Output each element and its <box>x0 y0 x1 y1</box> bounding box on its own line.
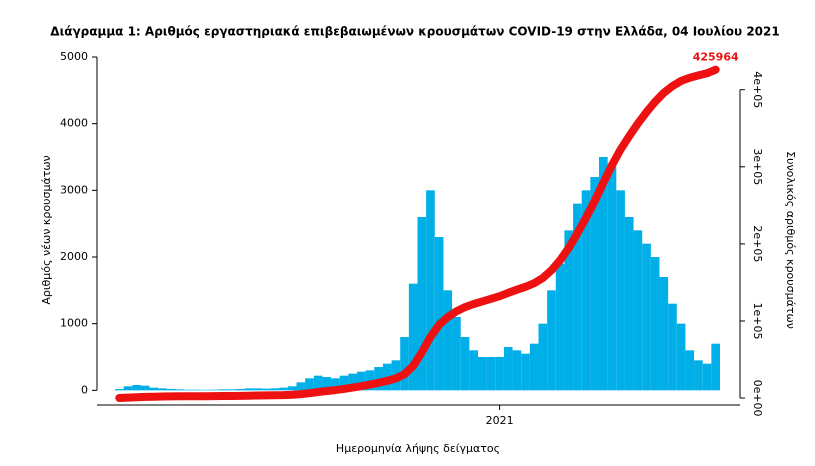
bar <box>296 382 306 391</box>
bar <box>253 388 262 391</box>
bar <box>564 230 574 391</box>
bar <box>694 360 703 391</box>
y2-tick-label: 3e+05 <box>751 148 764 185</box>
bar <box>521 353 530 391</box>
bar <box>287 386 297 391</box>
bar <box>469 350 478 391</box>
bar <box>184 389 193 391</box>
bar <box>547 290 556 391</box>
bar <box>140 385 150 391</box>
bar <box>702 363 712 391</box>
y-axis-label: Αριθμός νέων κρουσμάτων <box>40 155 53 304</box>
bar <box>529 343 539 391</box>
bar <box>633 230 643 391</box>
bar <box>374 367 383 391</box>
bar <box>279 387 288 391</box>
bar <box>599 157 608 391</box>
bar <box>166 389 176 391</box>
bar <box>175 389 185 391</box>
bar <box>573 203 582 391</box>
bar <box>158 388 167 391</box>
bar <box>460 337 470 391</box>
x-tick-label: 2021 <box>486 414 514 427</box>
y-tick-label: 4000 <box>60 117 88 130</box>
bar <box>452 317 461 391</box>
bar <box>313 375 323 391</box>
bar <box>616 190 625 391</box>
y2-tick-label: 1e+05 <box>751 302 764 339</box>
bar <box>650 257 660 391</box>
bar <box>218 389 228 391</box>
bar <box>538 323 548 391</box>
bar <box>676 323 686 391</box>
bar <box>400 337 409 391</box>
bar <box>426 190 435 391</box>
bar <box>322 377 332 391</box>
bar <box>227 389 236 391</box>
bar <box>244 388 254 391</box>
bar <box>339 375 349 391</box>
bar <box>659 277 669 391</box>
bar <box>512 350 522 391</box>
bar <box>711 343 720 391</box>
y-tick-label: 1000 <box>60 317 88 330</box>
bar <box>642 243 651 391</box>
y2-tick-label: 0e+00 <box>751 380 764 417</box>
bar <box>495 357 504 391</box>
y2-tick-label: 4e+05 <box>751 71 764 108</box>
y-tick-label: 0 <box>81 383 88 396</box>
y-tick-label: 5000 <box>60 50 88 63</box>
bar <box>503 347 513 391</box>
data-label: 425964 <box>693 51 739 64</box>
bar <box>408 283 418 391</box>
bar <box>581 190 591 391</box>
bar <box>149 387 159 391</box>
bar <box>668 303 677 391</box>
bar <box>434 237 444 391</box>
bar <box>478 357 487 391</box>
bar <box>261 388 271 391</box>
bar <box>443 290 453 391</box>
bar <box>590 177 599 391</box>
bar <box>201 389 211 391</box>
bar <box>123 386 133 391</box>
bar <box>270 388 280 391</box>
bar <box>555 263 565 391</box>
bar <box>365 370 375 391</box>
bar <box>115 389 124 391</box>
y2-tick-label: 2e+05 <box>751 225 764 262</box>
y-tick-label: 3000 <box>60 183 88 196</box>
chart-title: Διάγραμμα 1: Αριθμός εργαστηριακά επιβεβ… <box>50 25 779 39</box>
bar <box>210 389 219 391</box>
bar <box>331 378 340 391</box>
bar <box>132 385 141 391</box>
y2-axis-label: Συνολικός αριθμός κρουσμάτων <box>784 151 797 329</box>
bar <box>417 217 427 391</box>
y-tick-label: 2000 <box>60 250 88 263</box>
x-axis-label: Ημερομηνία λήψης δείγματος <box>336 442 500 455</box>
bar <box>357 371 366 391</box>
bar <box>305 378 314 391</box>
bar <box>348 373 357 391</box>
bar <box>607 163 617 391</box>
cumulative-line <box>115 65 720 402</box>
bar <box>236 389 245 391</box>
bar <box>685 350 695 391</box>
bar <box>624 217 634 391</box>
bar <box>192 389 202 391</box>
bar <box>486 357 496 391</box>
